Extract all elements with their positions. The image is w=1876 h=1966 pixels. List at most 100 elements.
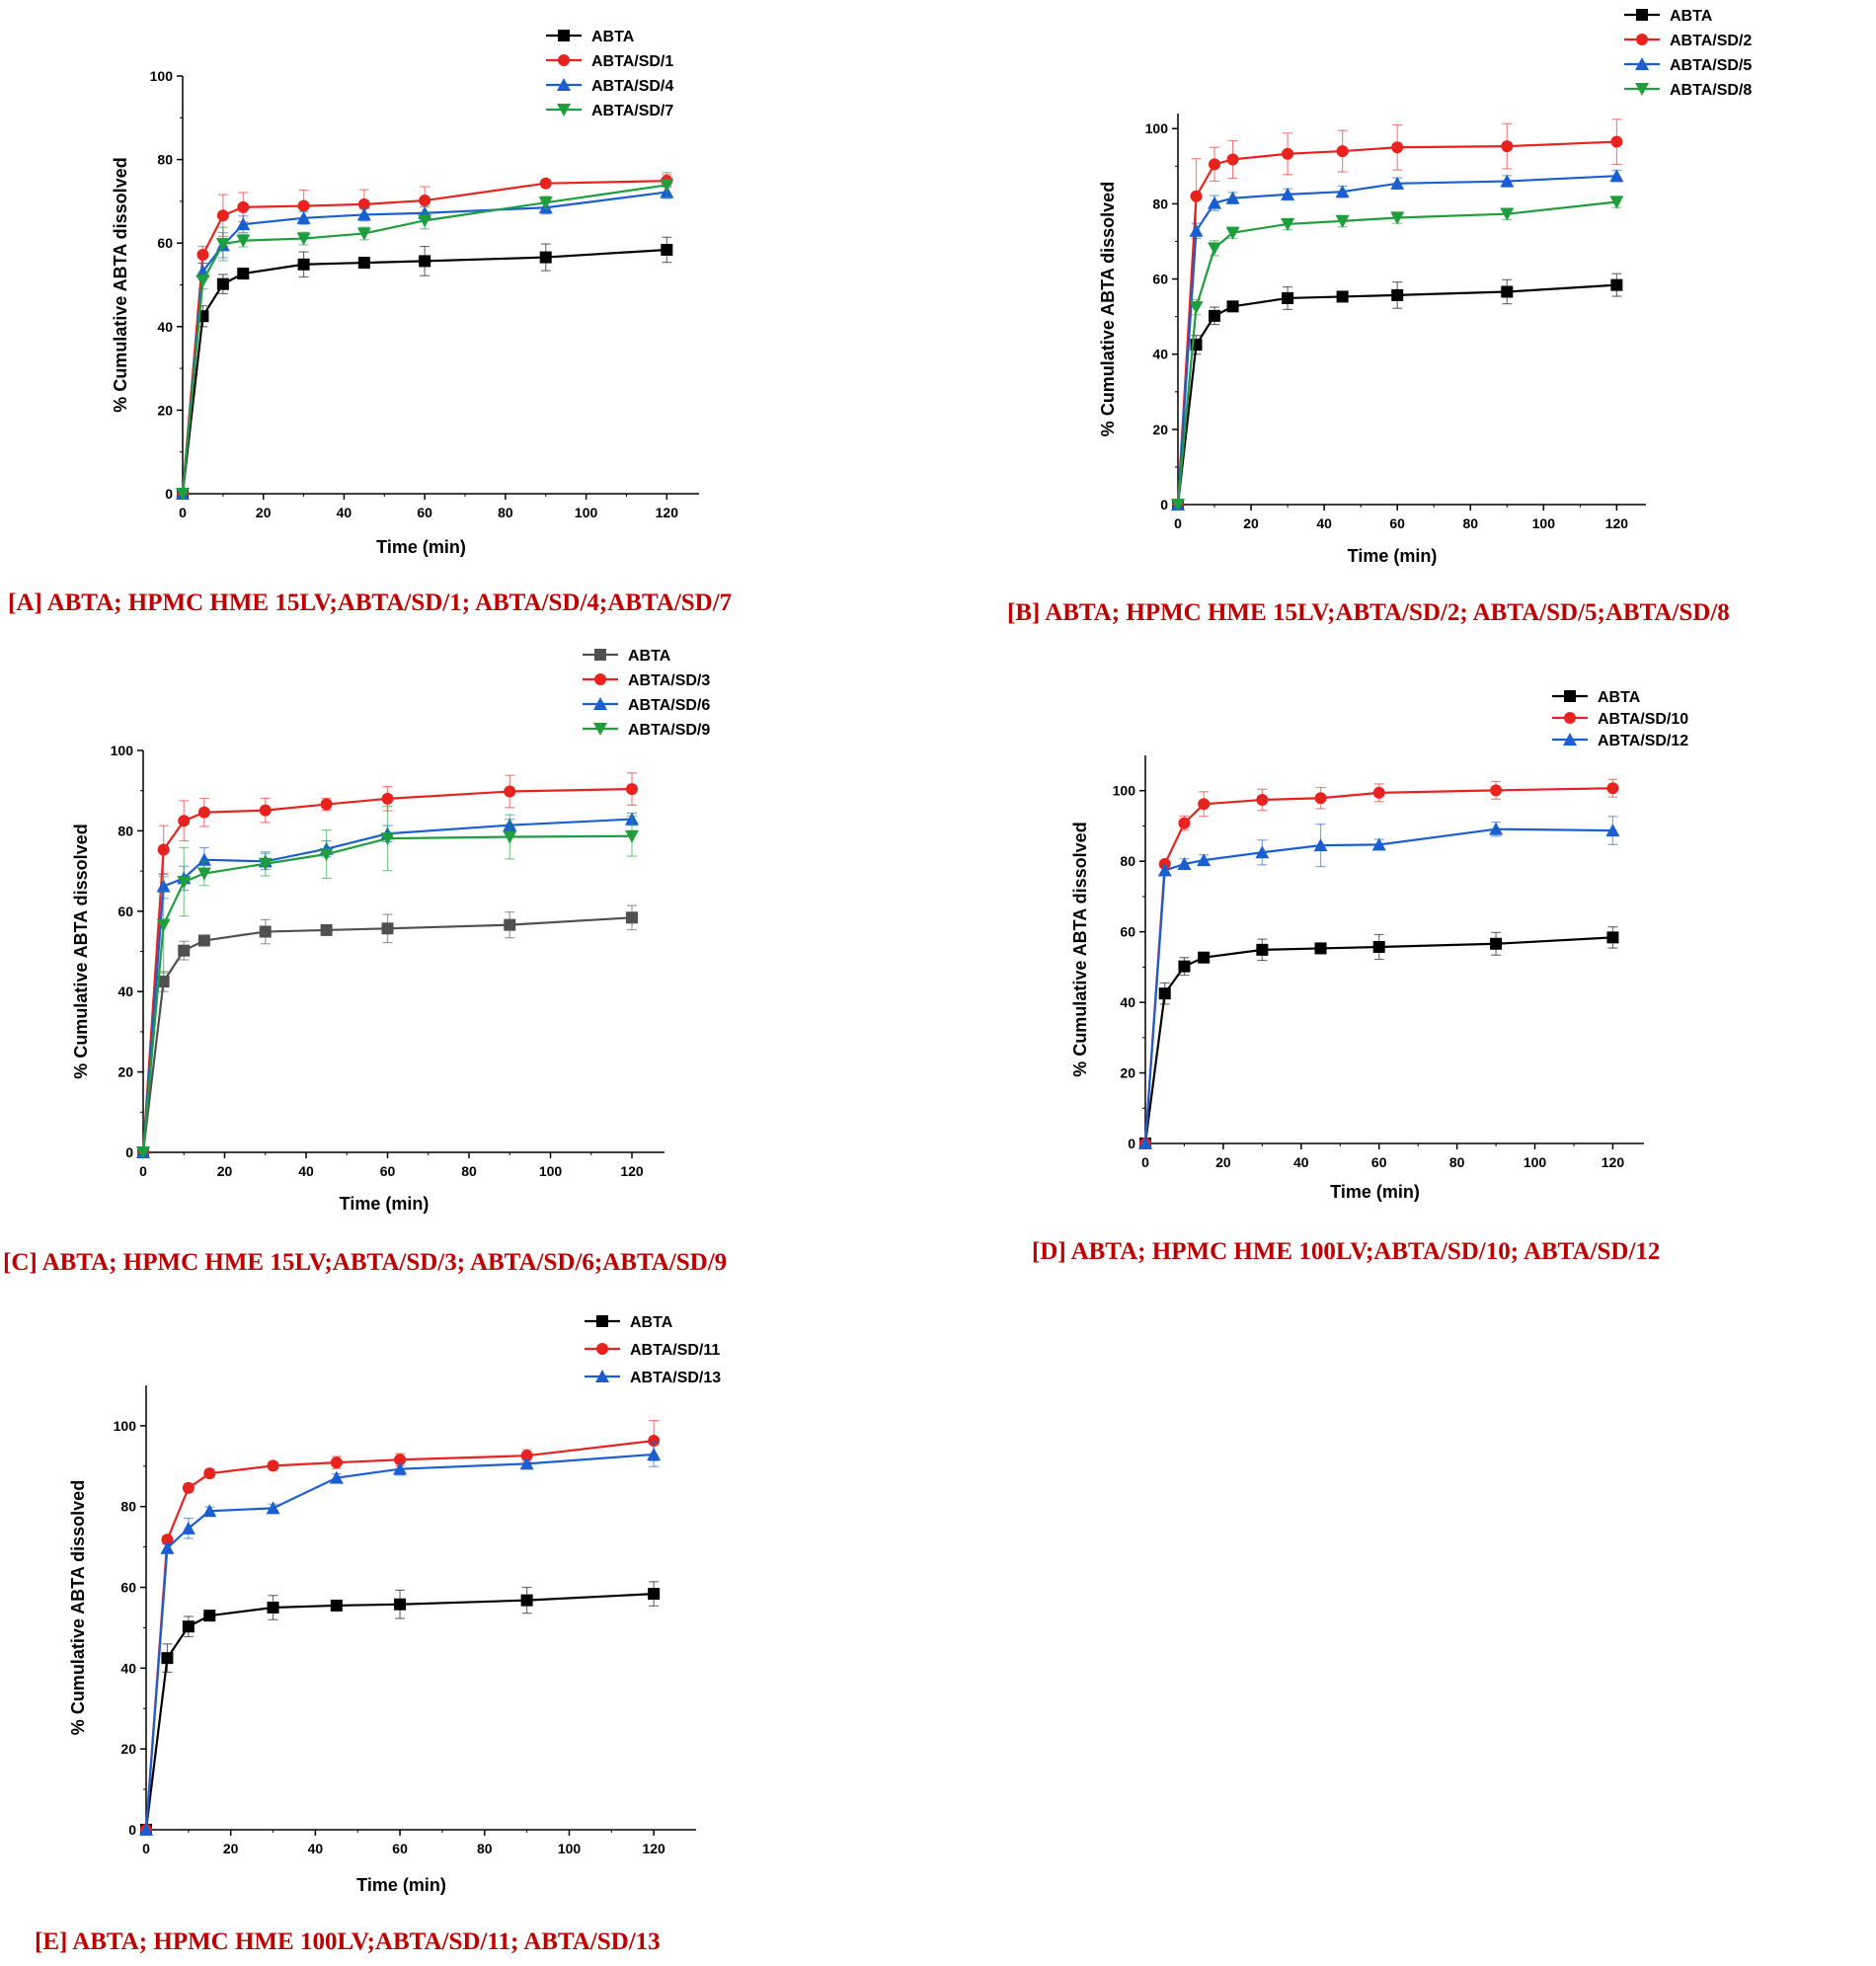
- series-line: [181, 248, 667, 495]
- data-point: [156, 918, 171, 932]
- x-tick-label: 20: [1243, 515, 1259, 531]
- data-point: [1610, 135, 1623, 148]
- series-abta: [177, 236, 673, 500]
- series-line: [141, 916, 633, 1153]
- y-tick-label: 40: [157, 319, 173, 335]
- series-line: [1143, 936, 1613, 1144]
- data-point: [237, 268, 250, 280]
- caption-c: [C] ABTA; HPMC HME 15LV;ABTA/SD/3; ABTA/…: [3, 1249, 728, 1276]
- legend-label: ABTA/SD/7: [591, 103, 673, 119]
- data-point: [625, 829, 639, 843]
- data-point: [267, 1459, 279, 1472]
- legend-marker: [558, 30, 570, 41]
- data-point: [380, 832, 395, 846]
- y-tick-label: 60: [1152, 272, 1168, 287]
- legend-marker: [1636, 9, 1648, 21]
- y-tick-label: 60: [1120, 924, 1135, 940]
- legend-marker: [557, 104, 571, 117]
- data-point: [503, 830, 517, 844]
- x-tick-label: 100: [558, 1841, 582, 1856]
- legend-label: ABTA/SD/8: [1670, 82, 1752, 99]
- data-point: [1610, 278, 1623, 291]
- data-point: [419, 195, 431, 207]
- y-tick-label: 0: [1160, 497, 1168, 512]
- y-axis-label: % Cumulative ABTA dissolved: [1070, 822, 1090, 1076]
- data-point: [1209, 158, 1221, 171]
- data-point: [237, 200, 250, 213]
- data-point: [181, 1521, 195, 1534]
- x-tick-label: 80: [1449, 1154, 1465, 1170]
- data-point: [182, 1481, 195, 1494]
- data-point: [1391, 141, 1404, 154]
- data-point: [356, 227, 371, 241]
- caption-e: [E] ABTA; HPMC HME 100LV;ABTA/SD/11; ABT…: [35, 1928, 661, 1955]
- data-point: [1371, 837, 1386, 851]
- legend-marker: [596, 1315, 608, 1327]
- data-point: [320, 798, 333, 811]
- caption-b: [B] ABTA; HPMC HME 15LV;ABTA/SD/2; ABTA/…: [1007, 599, 1730, 626]
- data-point: [157, 843, 170, 856]
- data-point: [1198, 951, 1211, 964]
- data-point: [139, 1823, 153, 1836]
- x-tick-label: 120: [1605, 515, 1629, 531]
- y-tick-label: 0: [165, 486, 173, 502]
- series-line: [181, 184, 667, 495]
- x-tick-label: 100: [539, 1163, 563, 1179]
- axes: 0 20 40 60 80 100 120 0 20 40 60 80 100: [1145, 114, 1646, 531]
- panel-b: 0 20 40 60 80 100 120 0 20 40 60 80 100 Time (min) % C…: [987, 0, 1752, 592]
- data-point: [266, 1501, 280, 1515]
- x-tick-label: 0: [1174, 515, 1182, 531]
- series-abta-sd-13: [139, 1442, 662, 1836]
- data-point: [259, 804, 272, 817]
- x-tick-label: 0: [179, 505, 187, 520]
- data-point: [504, 785, 516, 798]
- data-point: [647, 1447, 662, 1460]
- data-point: [1314, 792, 1327, 805]
- data-point: [1372, 786, 1385, 799]
- data-point: [1501, 285, 1514, 298]
- axes: 0 20 40 60 80 100 120 0 20 40 60 80 100: [114, 1385, 696, 1856]
- y-tick-label: 80: [117, 823, 133, 838]
- legend-label: ABTA/SD/4: [591, 78, 673, 95]
- y-tick-label: 40: [117, 983, 133, 999]
- data-point: [1609, 196, 1624, 209]
- x-tick-label: 60: [417, 505, 432, 520]
- legend-label: ABTA/SD/10: [1598, 711, 1688, 728]
- data-point: [182, 1620, 195, 1633]
- data-point: [1158, 987, 1171, 1000]
- legend-label: ABTA: [628, 648, 671, 665]
- series-line: [141, 834, 633, 1153]
- legend-marker: [558, 54, 570, 66]
- data-point: [1255, 845, 1270, 859]
- legend-marker: [593, 723, 607, 736]
- data-point: [520, 1450, 533, 1462]
- series-abta-sd-11: [140, 1419, 661, 1836]
- x-tick-label: 20: [256, 505, 272, 520]
- y-tick-label: 60: [157, 235, 173, 251]
- data-point: [1500, 207, 1515, 221]
- data-point: [1178, 817, 1191, 829]
- data-point: [1282, 291, 1294, 304]
- chart-a: 0 20 40 60 80 100 120 0 20 40 60 80 100 Time (min) % C…: [111, 29, 699, 557]
- series-abta-sd-8: [1171, 196, 1624, 511]
- y-tick-label: 20: [1152, 422, 1168, 437]
- data-point: [1178, 960, 1191, 973]
- data-point: [357, 257, 370, 270]
- data-point: [356, 207, 371, 221]
- data-point: [1189, 223, 1204, 237]
- data-point: [329, 1470, 344, 1484]
- x-tick-label: 40: [1316, 515, 1332, 531]
- data-point: [648, 1435, 661, 1448]
- y-axis-label: % Cumulative ABTA dissolved: [111, 157, 130, 412]
- panel-d: 0 20 40 60 80 100 120 0 20 40 60 80 100 Time (min) % C…: [1007, 671, 1758, 1224]
- series-abta-sd-9: [136, 805, 639, 1159]
- data-point: [1390, 176, 1405, 190]
- series-abta-sd-10: [1139, 778, 1619, 1149]
- data-point: [1208, 196, 1222, 209]
- y-tick-label: 60: [120, 1580, 136, 1596]
- x-axis-label: Time (min): [376, 537, 466, 557]
- x-axis-label: Time (min): [1330, 1182, 1420, 1202]
- legend: ABTA ABTA/SD/3 ABTA/SD/6 ABTA/SD/9: [583, 648, 710, 739]
- legend-marker: [557, 78, 571, 91]
- data-point: [1500, 174, 1515, 188]
